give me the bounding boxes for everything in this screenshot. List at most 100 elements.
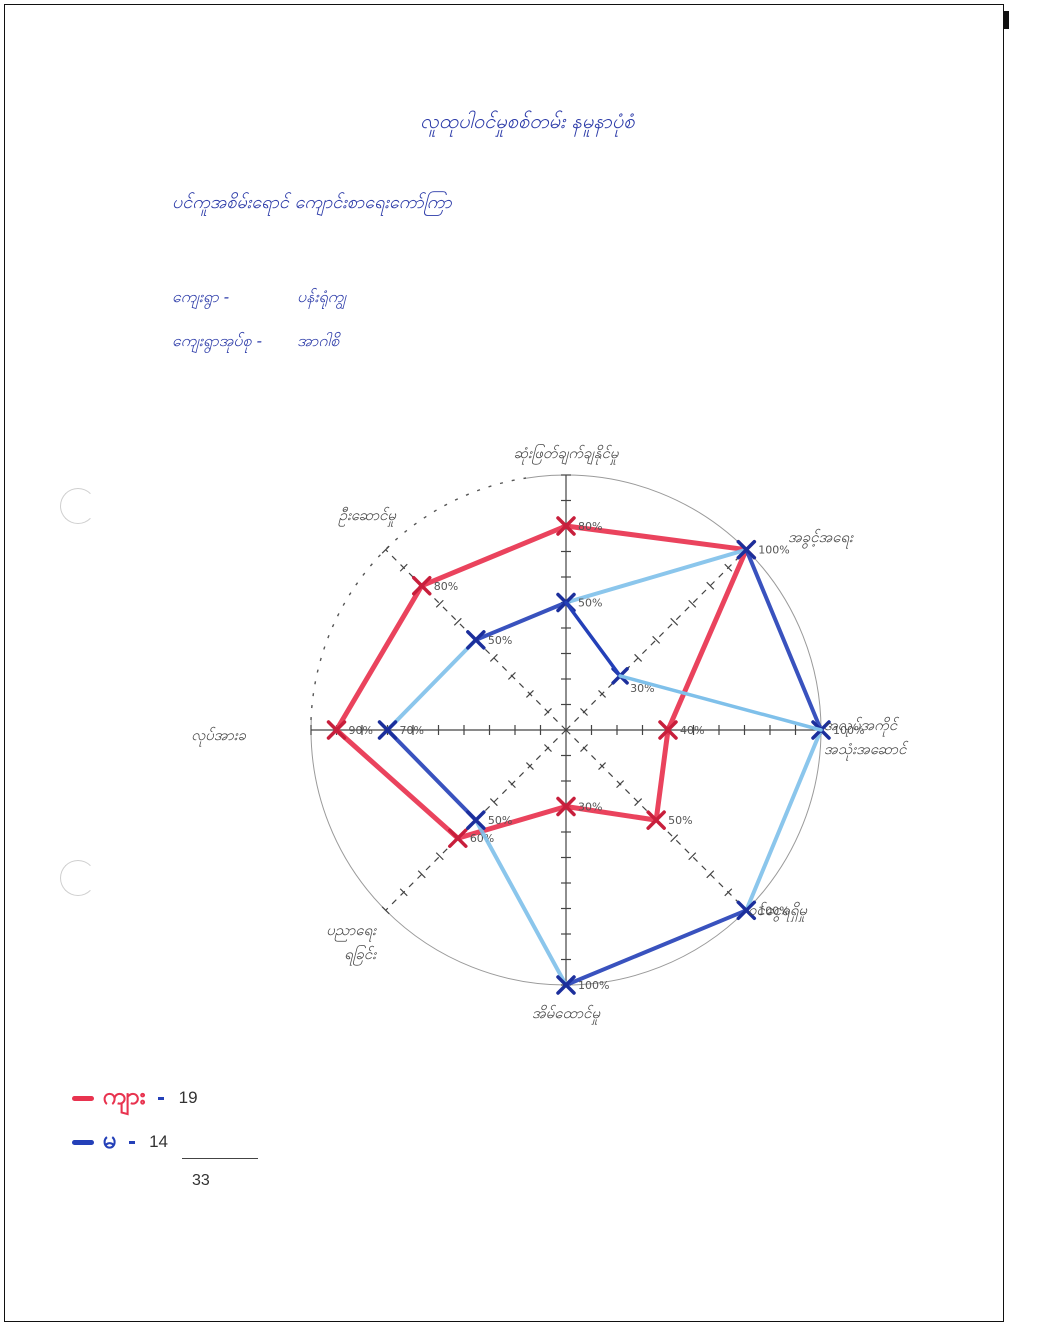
axis-tick-5-4 (489, 798, 498, 807)
series-1-value-label-3: 100% (758, 904, 789, 917)
series-1-marker-3 (736, 900, 757, 921)
series-0-value-label-0: 80% (578, 520, 602, 533)
meta-village-value: ပန်းရုံကျွ (297, 287, 346, 306)
series-0-marker-2 (658, 720, 678, 740)
series-1-value-label-7: 50% (488, 634, 512, 647)
axis-tick-1-4 (634, 653, 643, 662)
category-label-4: အိမ်ထောင်မှု (532, 1004, 600, 1025)
extra-connector-b (618, 674, 823, 732)
axis-tick-5-8 (417, 870, 426, 879)
legend-total: 33 (192, 1172, 210, 1189)
category-label-5-line-0: ပညာရေး (326, 921, 377, 942)
series-1-segment-3 (564, 908, 749, 987)
axis-tick-3-3 (616, 780, 625, 789)
series-1-value-label-1: 100% (758, 544, 789, 557)
series-0-value-label-6: 90% (349, 724, 373, 737)
legend-label-female: မ (102, 1127, 117, 1154)
series-1-value-label-2: 100% (833, 724, 864, 737)
axis-tick-7-9 (399, 563, 408, 572)
series-0-polygon (334, 523, 749, 841)
series-1-segment-7 (473, 600, 568, 642)
axis-tick-1-9 (724, 563, 733, 572)
axis-tick-1-2 (598, 689, 607, 698)
axis-tick-3-1 (580, 744, 588, 752)
meta-village-tract-value: အာဂါစိ (297, 331, 340, 350)
legend-total-rule (182, 1158, 258, 1159)
axis-tick-3-6 (670, 834, 679, 843)
axis-tick-7-2 (525, 689, 534, 698)
document-page (4, 4, 1009, 1322)
series-0-marker-5 (448, 828, 468, 848)
legend-label-male: ကျား (102, 1083, 146, 1110)
outer-circle-dashed (310, 477, 527, 721)
axis-tick-3-2 (598, 762, 607, 771)
series-0-value-label-4: 30% (578, 801, 602, 814)
series-1-segment-5 (385, 728, 478, 823)
series-1-segment-0 (564, 547, 749, 605)
axis-tick-7-4 (489, 653, 498, 662)
category-label-3: ဝင်ငွေရရှိမှု (748, 901, 807, 922)
series-1-value-label-6: 70% (400, 724, 424, 737)
series-1-value-label-4: 100% (578, 979, 609, 992)
series-1-marker-6 (377, 720, 398, 740)
meta-village-tract-label: ကျေးရွာအုပ်စု - (172, 331, 263, 350)
legend-swatch-male (72, 1095, 94, 1101)
series-1-segment-6 (385, 637, 478, 732)
category-label-2-line-0: အလုပ်အကိုင် (824, 716, 899, 737)
series-0-value-label-2: 40% (680, 724, 704, 737)
category-label-5-line-1: ရခြင်း (344, 945, 377, 966)
axis-tick-7-3 (507, 671, 516, 680)
series-1-segment-2 (744, 728, 823, 913)
page-corner-mark (1003, 11, 1009, 29)
axis-tick-5-10 (381, 906, 390, 915)
legend-swatch-female (72, 1139, 94, 1145)
series-0-value-label-7: 80% (434, 580, 458, 593)
axis-tick-5-1 (544, 744, 552, 752)
meta-village-tract: ကျေးရွာအုပ်စု - အာဂါစိ (172, 330, 339, 354)
series-1-segment-4 (473, 818, 568, 987)
axis-tick-7-10 (381, 545, 390, 554)
axis-tick-7-1 (544, 708, 552, 716)
document-title: လူထုပါဝင်မှုစစ်တမ်း နမူနာပုံစံ (420, 109, 635, 133)
legend-dash-male (158, 1096, 165, 1100)
binder-hole-top (60, 488, 96, 524)
meta-village: ကျေးရွာ - ပန်းရုံကျွ (172, 286, 346, 310)
binder-hole-bottom (60, 860, 96, 896)
series-1-segment-1 (744, 547, 823, 732)
series-0-marker-4 (556, 796, 576, 817)
extra-connector-a (564, 600, 622, 678)
series-0-value-label-3: 50% (668, 814, 692, 827)
series-0-marker-0 (556, 516, 576, 536)
axis-tick-7-7 (435, 599, 444, 608)
axis-tick-7-6 (453, 617, 462, 626)
series-0-marker-3 (646, 810, 666, 830)
category-label-6: လုပ်အားခ (191, 726, 246, 747)
series-1-value-label-0: 50% (578, 597, 602, 610)
axis-tick-5-2 (525, 762, 534, 771)
axis-tick-1-6 (670, 617, 679, 626)
category-label-1: အခွင့်အရေး (788, 528, 854, 549)
category-label-0: ဆုံးဖြတ်ချက်ချနိုင်မှု (514, 444, 619, 465)
series-1-marker-1 (736, 539, 757, 560)
axis-tick-1-5 (652, 635, 661, 644)
meta-village-label: ကျေးရွာ - (172, 287, 230, 306)
legend-item-male: ကျား 19 (72, 1080, 198, 1116)
legend-count-male: 19 (178, 1088, 198, 1107)
axis-tick-1-8 (706, 581, 715, 590)
legend-count-female: 14 (149, 1132, 168, 1151)
category-label-7: ဦးဆောင်မှု (338, 506, 397, 527)
axis-tick-5-3 (507, 780, 516, 789)
series-0-marker-6 (326, 720, 347, 740)
legend-item-female: မ 14 (72, 1124, 168, 1160)
axis-tick-1-7 (688, 599, 697, 608)
legend-dash-female (128, 1140, 135, 1144)
axis-tick-3-9 (724, 888, 733, 897)
axis-tick-1-1 (580, 708, 588, 716)
axis-tick-5-9 (399, 888, 408, 897)
category-label-2-line-1: အသုံးအဆောင် (824, 740, 909, 761)
axis-tick-3-4 (634, 798, 643, 807)
document-subtitle: ပင်ကူအစိမ်းရောင် ကျောင်းစာရေးကော်ကြာ (172, 192, 452, 213)
series-1-value-label-5: 50% (488, 814, 512, 827)
series-1-marker-7 (466, 630, 486, 650)
